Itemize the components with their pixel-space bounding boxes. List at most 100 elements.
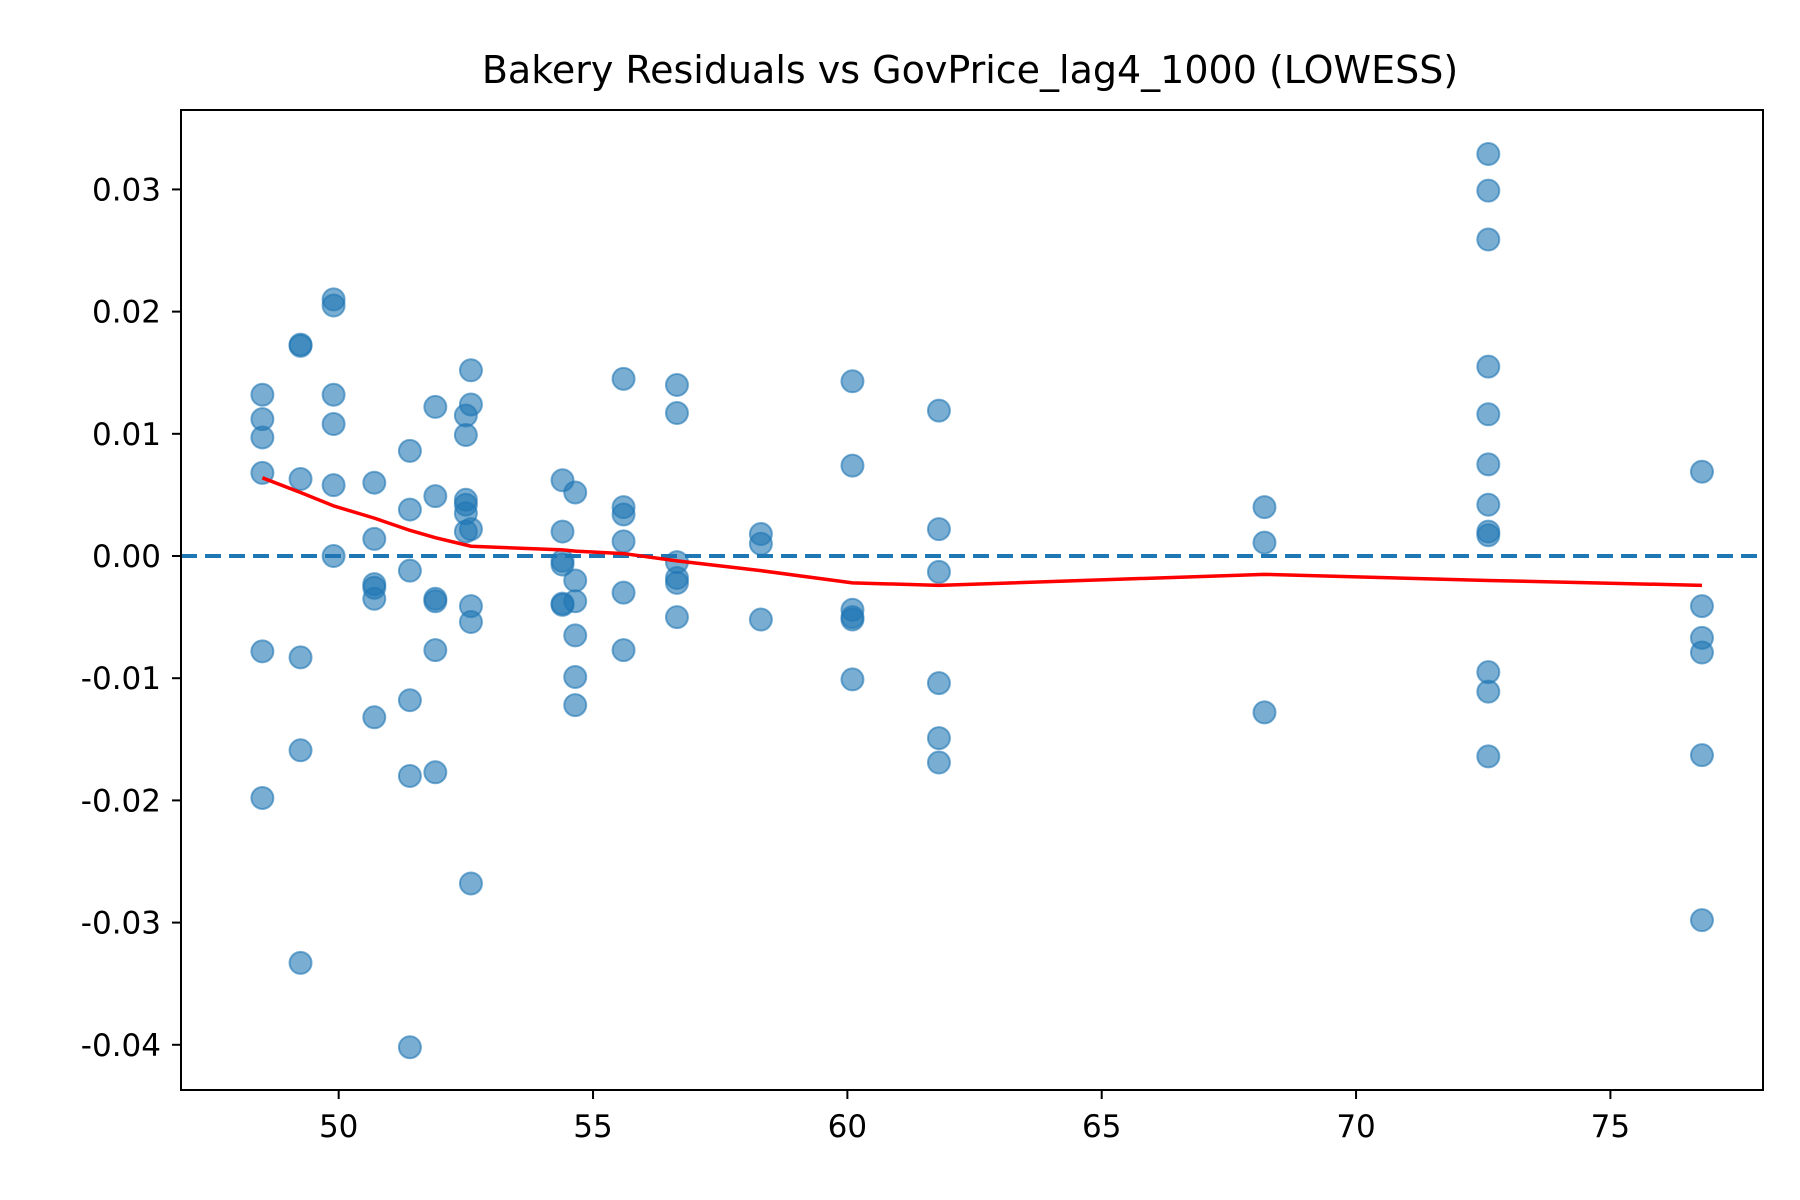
scatter-point: [288, 645, 313, 670]
y-tick-label: 0.03: [92, 172, 161, 208]
scatter-point: [1476, 402, 1501, 427]
scatter-point: [362, 586, 387, 611]
scatter-point: [397, 688, 422, 713]
scatter-point: [926, 559, 951, 584]
scatter-point: [288, 467, 313, 492]
scatter-point: [611, 529, 636, 554]
scatter-point: [664, 570, 689, 595]
scatter-point: [423, 484, 448, 509]
scatter-point: [288, 950, 313, 975]
x-tick-label: 65: [1082, 1109, 1121, 1145]
scatter-point: [397, 438, 422, 463]
scatter-point: [926, 398, 951, 423]
lowess-line: [261, 476, 1703, 588]
scatter-point: [664, 372, 689, 397]
scatter-point: [1476, 178, 1501, 203]
scatter-point: [1252, 495, 1277, 520]
scatter-point: [458, 517, 483, 542]
scatter-point: [840, 667, 865, 692]
scatter-point: [1689, 743, 1714, 768]
scatter-point: [840, 453, 865, 478]
scatter-point: [458, 358, 483, 383]
y-tick-label: 0.02: [92, 295, 161, 331]
scatter-point: [926, 671, 951, 696]
scatter-point: [611, 580, 636, 605]
scatter-point: [550, 552, 575, 577]
scatter-point: [1476, 227, 1501, 252]
scatter-point: [748, 531, 773, 556]
scatter-point: [362, 705, 387, 730]
scatter-point: [1689, 908, 1714, 933]
x-tick-label: 70: [1336, 1109, 1375, 1145]
plot-frame: [180, 109, 1764, 1091]
scatter-point: [1689, 459, 1714, 484]
scatter-point: [397, 558, 422, 583]
scatter-point: [926, 726, 951, 751]
y-tick-label: -0.01: [81, 661, 161, 697]
scatter-point: [250, 382, 275, 407]
scatter-point: [611, 502, 636, 527]
scatter-point: [563, 623, 588, 648]
scatter-point: [321, 544, 346, 569]
scatter-point: [926, 517, 951, 542]
scatter-point: [321, 473, 346, 498]
plot-area: [180, 109, 1764, 1091]
scatter-point: [926, 750, 951, 775]
scatter-point: [1476, 679, 1501, 704]
scatter-point: [1252, 530, 1277, 555]
scatter-point: [423, 760, 448, 785]
scatter-point: [1252, 700, 1277, 725]
scatter-point: [563, 480, 588, 505]
scatter-point: [321, 382, 346, 407]
scatter-point: [1689, 640, 1714, 665]
scatter-point: [1476, 141, 1501, 166]
scatter-point: [362, 526, 387, 551]
scatter-point: [1476, 744, 1501, 769]
scatter-point: [563, 568, 588, 593]
scatter-point: [250, 639, 275, 664]
y-tick-label: 0.01: [92, 417, 161, 453]
scatter-point: [458, 871, 483, 896]
scatter-point: [664, 401, 689, 426]
scatter-point: [611, 638, 636, 663]
scatter-point: [453, 423, 478, 448]
y-tick-label: -0.03: [81, 906, 161, 942]
scatter-point: [1476, 354, 1501, 379]
x-tick-label: 55: [573, 1109, 612, 1145]
y-tick-label: -0.02: [81, 783, 161, 819]
scatter-point: [563, 693, 588, 718]
chart-title: Bakery Residuals vs GovPrice_lag4_1000 (…: [482, 48, 1458, 92]
scatter-point: [423, 638, 448, 663]
scatter-point: [250, 425, 275, 450]
scatter-point: [748, 607, 773, 632]
scatter-point: [321, 412, 346, 437]
scatter-point: [1476, 452, 1501, 477]
scatter-point: [250, 785, 275, 810]
y-axis: -0.04 -0.03 -0.02 -0.01 0.00 0.01 0.02 0.03: [81, 172, 181, 1064]
scatter-point: [423, 589, 448, 614]
scatter-point: [397, 1035, 422, 1060]
scatter-point: [288, 333, 313, 358]
scatter-point: [1689, 594, 1714, 619]
x-tick-label: 50: [319, 1109, 358, 1145]
y-tick-label: -0.04: [81, 1028, 161, 1064]
scatter-point: [288, 738, 313, 763]
scatter-point: [1476, 492, 1501, 517]
y-tick-label: 0.00: [92, 539, 161, 575]
scatter-point: [550, 519, 575, 544]
scatter-point: [840, 607, 865, 632]
scatter-point: [563, 589, 588, 614]
x-axis: 50 55 60 65 70 75: [319, 1090, 1630, 1145]
scatter-point: [840, 369, 865, 394]
scatter-point: [563, 664, 588, 689]
scatter-point: [397, 763, 422, 788]
scatter-point: [458, 392, 483, 417]
x-tick-label: 75: [1591, 1109, 1630, 1145]
scatter-point: [362, 470, 387, 495]
scatter-point: [611, 366, 636, 391]
scatter-point: [1476, 523, 1501, 548]
scatter-point: [321, 293, 346, 318]
scatter-point: [664, 605, 689, 630]
scatter-point: [397, 497, 422, 522]
